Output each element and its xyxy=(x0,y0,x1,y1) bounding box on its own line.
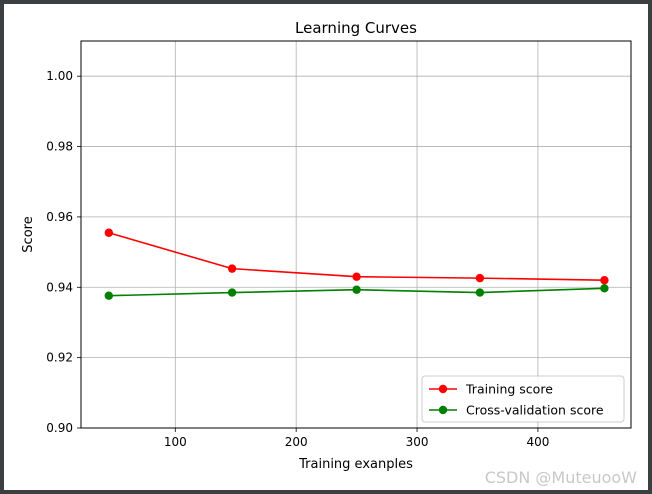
x-tick-label: 400 xyxy=(526,435,549,449)
series-2-point xyxy=(475,288,485,297)
series-1-point xyxy=(227,264,237,273)
legend-swatch-marker xyxy=(438,384,448,394)
y-tick-label: 0.98 xyxy=(46,140,73,154)
y-tick-label: 0.96 xyxy=(46,210,73,224)
series-2-point xyxy=(227,288,237,297)
series-1-point xyxy=(600,276,609,285)
series-2-point xyxy=(352,285,361,294)
x-tick-label: 300 xyxy=(406,435,429,449)
y-tick-label: 0.92 xyxy=(46,351,73,365)
legend: Training score Cross-validation score xyxy=(421,375,625,423)
series-1-point xyxy=(475,273,485,283)
axes-frame xyxy=(80,40,632,429)
legend-label: Cross-validation score xyxy=(466,403,604,418)
figure-window: 100 200 300 400 0.90 0.92 0.94 0.96 0.98 1.00 Lea… xyxy=(4,4,648,490)
ticks: 100 200 300 400 0.90 0.92 0.94 0.96 0.98 1.00 xyxy=(46,69,549,449)
legend-label: Training score xyxy=(465,382,553,397)
legend-box xyxy=(421,375,625,423)
x-axis-label: Training exanples xyxy=(298,457,413,472)
series-2-point xyxy=(600,284,609,293)
y-tick-label: 1.00 xyxy=(46,69,73,83)
legend-swatch-marker xyxy=(438,405,448,415)
grid xyxy=(81,41,631,429)
chart-title: Learning Curves xyxy=(295,19,417,37)
watermark: CSDN @MuteuooW xyxy=(485,468,637,487)
series-1-point xyxy=(352,272,361,281)
series-layer xyxy=(104,228,609,300)
series-2-point xyxy=(104,291,114,300)
y-tick-label: 0.94 xyxy=(46,280,73,294)
x-tick-label: 100 xyxy=(164,435,187,449)
y-axis-label: Score xyxy=(21,216,36,252)
learning-curves-chart: 100 200 300 400 0.90 0.92 0.94 0.96 0.98 1.00 Lea… xyxy=(21,19,637,487)
y-tick-label: 0.90 xyxy=(46,421,73,435)
series-1-point xyxy=(104,228,114,237)
x-tick-label: 200 xyxy=(285,435,308,449)
